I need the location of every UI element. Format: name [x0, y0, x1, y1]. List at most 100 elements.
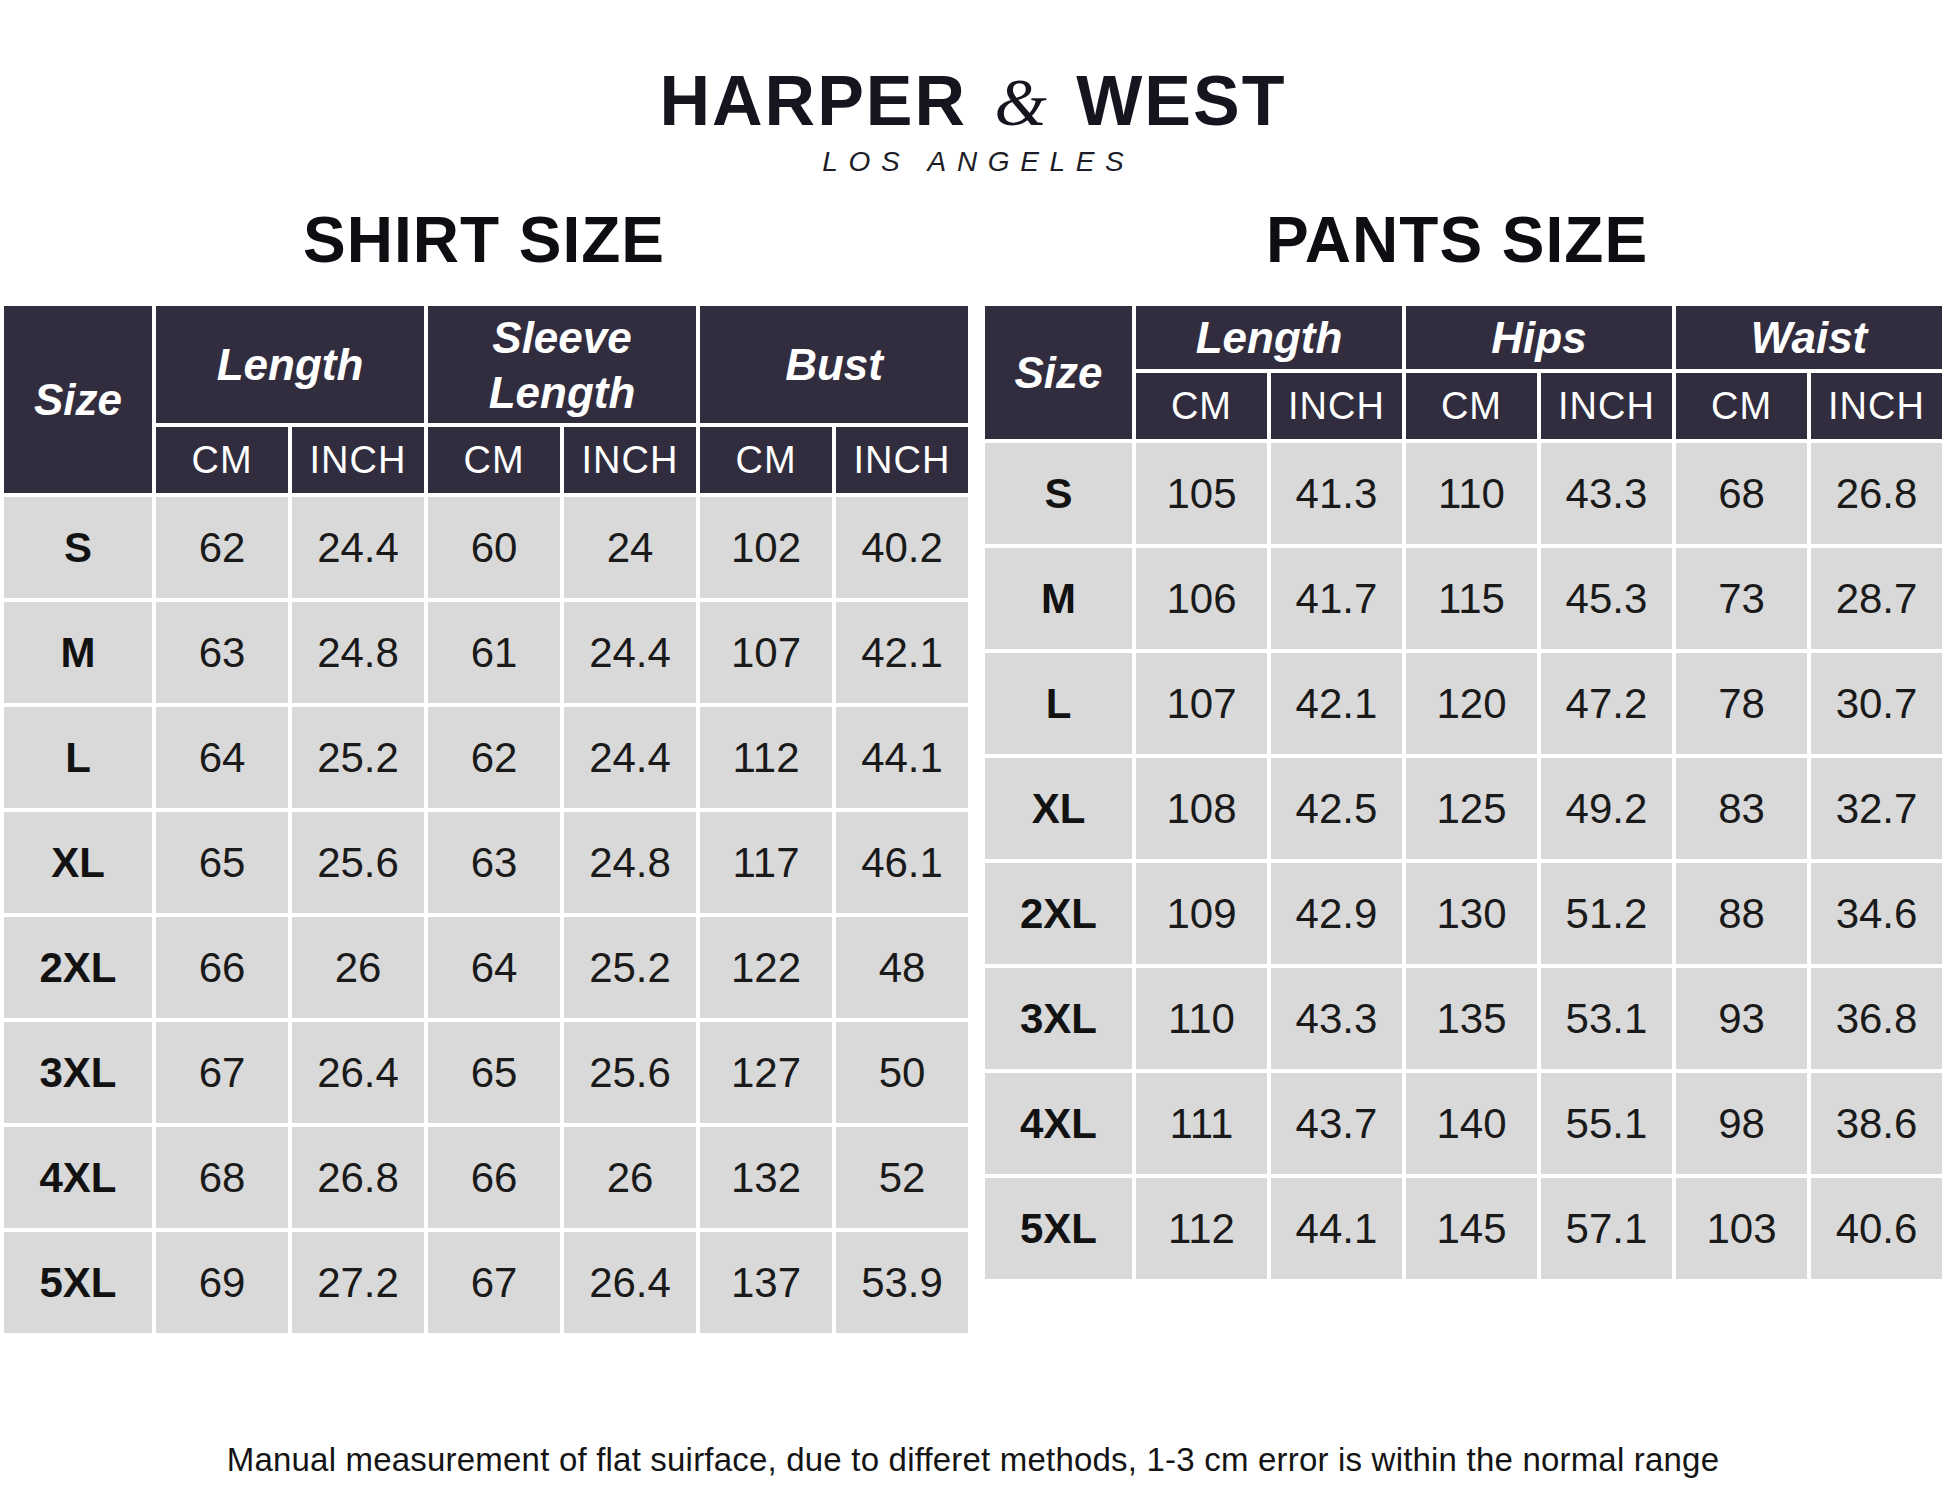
size-value-cell: 65	[426, 1020, 562, 1125]
size-value-cell: 40.2	[834, 495, 970, 600]
size-value-cell: 43.3	[1539, 441, 1674, 546]
size-value-cell: 88	[1674, 861, 1809, 966]
section-titles: SHIRT SIZE PANTS SIZE	[0, 208, 1946, 272]
row-size-label: L	[2, 705, 154, 810]
size-value-cell: 47.2	[1539, 651, 1674, 756]
row-size-label: 3XL	[983, 966, 1134, 1071]
size-value-cell: 38.6	[1809, 1071, 1944, 1176]
size-value-cell: 122	[698, 915, 834, 1020]
brand-name-left: HARPER	[660, 62, 968, 140]
brand-logo: HARPER & WEST	[0, 66, 1946, 136]
brand-city: LOS ANGELES	[0, 146, 1946, 178]
group-header-length: Length	[1134, 304, 1404, 371]
row-size-label: M	[2, 600, 154, 705]
brand-name-right: WEST	[1076, 62, 1286, 140]
size-value-cell: 64	[154, 705, 290, 810]
size-value-cell: 51.2	[1539, 861, 1674, 966]
size-value-cell: 102	[698, 495, 834, 600]
table-row: L6425.26224.411244.1	[2, 705, 970, 810]
table-row: 5XL11244.114557.110340.6	[983, 1176, 1944, 1281]
shirt-size-table-grid: SizeLengthSleeve LengthBustCMINCHCMINCHC…	[0, 302, 972, 1337]
size-value-cell: 117	[698, 810, 834, 915]
table-row: XL10842.512549.28332.7	[983, 756, 1944, 861]
size-value-cell: 57.1	[1539, 1176, 1674, 1281]
size-value-cell: 34.6	[1809, 861, 1944, 966]
size-value-cell: 69	[154, 1230, 290, 1335]
size-value-cell: 61	[426, 600, 562, 705]
table-row: 4XL6826.8662613252	[2, 1125, 970, 1230]
size-value-cell: 53.9	[834, 1230, 970, 1335]
size-value-cell: 42.9	[1269, 861, 1404, 966]
size-value-cell: 107	[1134, 651, 1269, 756]
size-value-cell: 93	[1674, 966, 1809, 1071]
size-value-cell: 46.1	[834, 810, 970, 915]
size-value-cell: 63	[426, 810, 562, 915]
row-size-label: 4XL	[2, 1125, 154, 1230]
size-value-cell: 25.2	[562, 915, 698, 1020]
size-value-cell: 62	[154, 495, 290, 600]
row-size-label: 5XL	[983, 1176, 1134, 1281]
size-value-cell: 26	[562, 1125, 698, 1230]
size-value-cell: 26.8	[290, 1125, 426, 1230]
table-row: M6324.86124.410742.1	[2, 600, 970, 705]
tables-row: SizeLengthSleeve LengthBustCMINCHCMINCHC…	[0, 302, 1946, 1337]
shirt-size-table: SizeLengthSleeve LengthBustCMINCHCMINCHC…	[0, 302, 972, 1337]
table-row: 2XL10942.913051.28834.6	[983, 861, 1944, 966]
size-value-cell: 26.4	[290, 1020, 426, 1125]
size-value-cell: 83	[1674, 756, 1809, 861]
unit-header-inch: INCH	[290, 425, 426, 495]
row-size-label: 2XL	[983, 861, 1134, 966]
size-value-cell: 67	[154, 1020, 290, 1125]
table-row: 3XL6726.46525.612750	[2, 1020, 970, 1125]
size-value-cell: 68	[1674, 441, 1809, 546]
size-value-cell: 145	[1404, 1176, 1539, 1281]
size-value-cell: 65	[154, 810, 290, 915]
size-value-cell: 44.1	[1269, 1176, 1404, 1281]
size-value-cell: 120	[1404, 651, 1539, 756]
size-value-cell: 24.8	[290, 600, 426, 705]
pants-size-table-grid: SizeLengthHipsWaistCMINCHCMINCHCMINCHS10…	[981, 302, 1946, 1283]
size-value-cell: 28.7	[1809, 546, 1944, 651]
group-header-length: Length	[154, 304, 426, 425]
group-header-waist: Waist	[1674, 304, 1944, 371]
size-value-cell: 43.3	[1269, 966, 1404, 1071]
size-value-cell: 24.4	[290, 495, 426, 600]
size-value-cell: 78	[1674, 651, 1809, 756]
size-value-cell: 112	[698, 705, 834, 810]
pants-size-title: PANTS SIZE	[968, 208, 1946, 272]
size-value-cell: 53.1	[1539, 966, 1674, 1071]
table-row: S6224.4602410240.2	[2, 495, 970, 600]
table-row: 4XL11143.714055.19838.6	[983, 1071, 1944, 1176]
size-value-cell: 103	[1674, 1176, 1809, 1281]
unit-header-cm: CM	[1404, 371, 1539, 441]
size-value-cell: 52	[834, 1125, 970, 1230]
size-value-cell: 130	[1404, 861, 1539, 966]
brand-header: HARPER & WEST LOS ANGELES	[0, 0, 1946, 178]
brand-ampersand: &	[989, 65, 1055, 140]
table-row: 5XL6927.26726.413753.9	[2, 1230, 970, 1335]
size-value-cell: 135	[1404, 966, 1539, 1071]
unit-header-cm: CM	[154, 425, 290, 495]
size-value-cell: 105	[1134, 441, 1269, 546]
row-size-label: 2XL	[2, 915, 154, 1020]
size-value-cell: 106	[1134, 546, 1269, 651]
shirt-size-title: SHIRT SIZE	[0, 208, 968, 272]
table-row: 3XL11043.313553.19336.8	[983, 966, 1944, 1071]
size-value-cell: 41.7	[1269, 546, 1404, 651]
size-value-cell: 108	[1134, 756, 1269, 861]
size-value-cell: 25.2	[290, 705, 426, 810]
unit-header-inch: INCH	[834, 425, 970, 495]
size-column-header: Size	[2, 304, 154, 495]
size-value-cell: 140	[1404, 1071, 1539, 1176]
size-value-cell: 112	[1134, 1176, 1269, 1281]
row-size-label: 4XL	[983, 1071, 1134, 1176]
size-value-cell: 24	[562, 495, 698, 600]
table-row: 2XL66266425.212248	[2, 915, 970, 1020]
size-value-cell: 42.1	[1269, 651, 1404, 756]
group-header-hips: Hips	[1404, 304, 1674, 371]
size-value-cell: 43.7	[1269, 1071, 1404, 1176]
size-value-cell: 27.2	[290, 1230, 426, 1335]
unit-header-inch: INCH	[1539, 371, 1674, 441]
row-size-label: S	[983, 441, 1134, 546]
size-value-cell: 36.8	[1809, 966, 1944, 1071]
